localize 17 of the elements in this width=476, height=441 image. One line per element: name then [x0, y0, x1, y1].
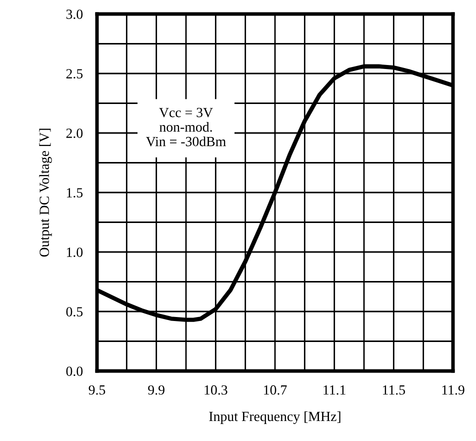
- x-tick-label: 10.3: [204, 385, 228, 395]
- x-tick-label: 9.5: [88, 385, 106, 395]
- annotation: Vcc = 3V non-mod. Vin = -30dBm: [146, 108, 226, 146]
- x-tick-label: 10.7: [264, 385, 287, 395]
- x-axis-title: Input Frequency [MHz]: [209, 411, 340, 424]
- y-tick-label: 2.5: [66, 69, 83, 79]
- x-tick-label: 11.1: [324, 385, 346, 395]
- y-axis-title: Output DC Voltage [V]: [39, 128, 52, 257]
- y-tick-label: 0.0: [66, 366, 83, 376]
- y-tick-label: 3.0: [66, 10, 83, 20]
- y-tick-label: 1.5: [66, 188, 83, 198]
- y-tick-label: 2.0: [66, 128, 83, 138]
- y-tick-label: 1.0: [66, 248, 83, 258]
- y-tick-label: 0.5: [66, 307, 83, 317]
- x-tick-label: 9.9: [148, 385, 164, 395]
- x-tick-label: 11.9: [442, 385, 464, 395]
- x-tick-label: 11.5: [382, 385, 406, 395]
